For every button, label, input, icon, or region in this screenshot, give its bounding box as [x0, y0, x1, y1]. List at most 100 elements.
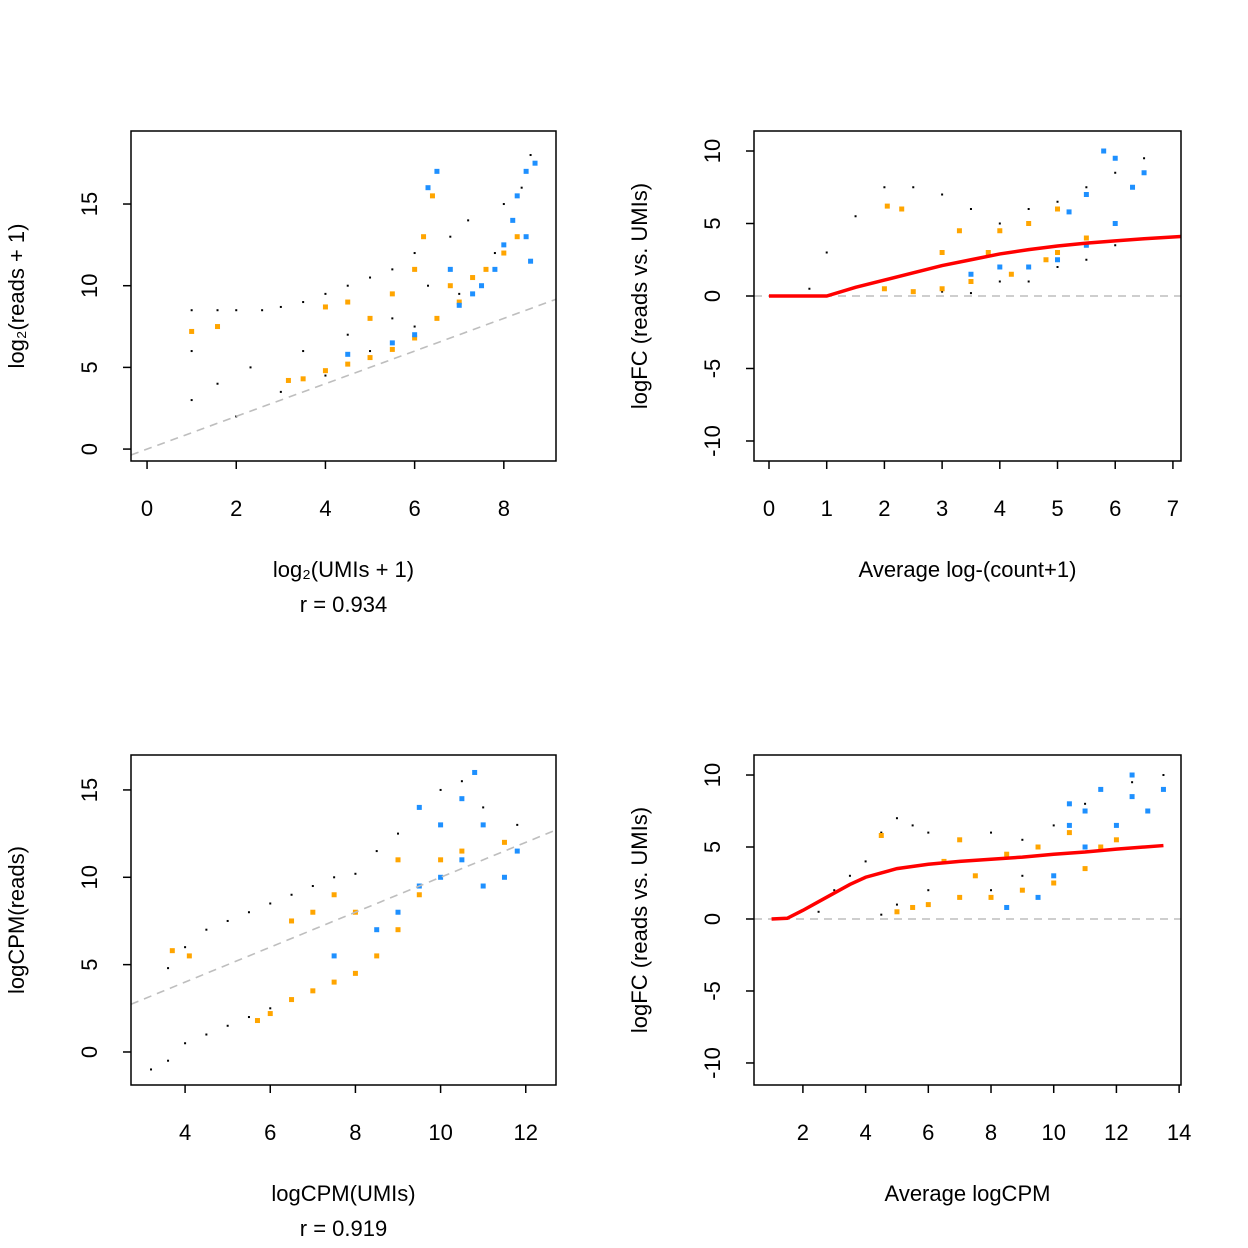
- square-point: [480, 883, 486, 889]
- point: [167, 1059, 170, 1062]
- square-point: [1082, 844, 1088, 850]
- square-point: [1141, 170, 1147, 176]
- square-point: [1101, 148, 1107, 154]
- point: [333, 876, 336, 879]
- square-point: [528, 258, 534, 264]
- point: [529, 154, 532, 157]
- point: [864, 860, 867, 863]
- point: [391, 268, 394, 271]
- y-tick-label: 15: [77, 192, 102, 216]
- square-point: [483, 266, 489, 272]
- y-tick-label: 0: [77, 443, 102, 455]
- y-tick-label: 10: [700, 763, 725, 787]
- point: [397, 832, 400, 835]
- square-point: [1051, 873, 1057, 879]
- square-point: [957, 837, 963, 843]
- square-point: [374, 927, 380, 933]
- square-point: [910, 904, 916, 910]
- x-tick-label: 6: [1109, 496, 1121, 521]
- point: [375, 850, 378, 853]
- square-point: [367, 315, 373, 321]
- point: [235, 309, 238, 312]
- square-point: [345, 351, 351, 357]
- square-point: [352, 970, 358, 976]
- square-point: [186, 953, 192, 959]
- square-point: [1026, 221, 1032, 227]
- y-tick-label: 0: [700, 913, 725, 925]
- square-point: [429, 193, 435, 199]
- y-tick-label: 5: [700, 841, 725, 853]
- point: [895, 903, 898, 906]
- point: [269, 1007, 272, 1010]
- x-tick-label: 6: [409, 496, 421, 521]
- square-point: [1113, 822, 1119, 828]
- correlation-label: r = 0.934: [300, 592, 387, 617]
- point: [369, 350, 372, 353]
- point: [460, 780, 463, 783]
- y-tick-label: -10: [700, 425, 725, 457]
- x-tick-label: 6: [264, 1120, 276, 1145]
- point: [1131, 781, 1134, 784]
- point: [226, 1024, 229, 1027]
- y-axis-label: logCPM(reads): [4, 846, 29, 994]
- x-tick-label: 10: [1041, 1120, 1065, 1145]
- point: [482, 806, 485, 809]
- square-point: [322, 368, 328, 374]
- square-point: [438, 874, 444, 880]
- square-point: [957, 894, 963, 900]
- point: [1114, 244, 1117, 247]
- point: [990, 889, 993, 892]
- square-point: [395, 857, 401, 863]
- x-tick-label: 14: [1167, 1120, 1191, 1145]
- square-point: [1026, 264, 1032, 270]
- square-point: [501, 839, 507, 845]
- x-tick-label: 6: [922, 1120, 934, 1145]
- square-point: [345, 361, 351, 367]
- x-tick-label: 8: [985, 1120, 997, 1145]
- square-point: [968, 271, 974, 277]
- correlation-label: r = 0.919: [300, 1216, 387, 1241]
- x-tick-label: 3: [936, 496, 948, 521]
- y-tick-label: -5: [700, 981, 725, 1001]
- y-tick-label: 5: [77, 959, 102, 971]
- square-point: [514, 193, 520, 199]
- trend-line: [769, 234, 1181, 298]
- point: [825, 251, 828, 254]
- plot-area: [754, 148, 1181, 298]
- point: [249, 366, 252, 369]
- plot-box: [130, 130, 557, 462]
- square-point: [412, 332, 418, 338]
- point: [190, 399, 193, 402]
- square-point: [1019, 887, 1025, 893]
- point: [493, 252, 496, 255]
- point: [1021, 874, 1024, 877]
- point: [247, 911, 250, 914]
- x-tick-label: 12: [1104, 1120, 1128, 1145]
- point: [311, 885, 314, 888]
- square-point: [434, 168, 440, 174]
- square-point: [1043, 257, 1049, 263]
- square-point: [972, 873, 978, 879]
- point: [1021, 838, 1024, 841]
- point: [216, 382, 219, 385]
- y-tick-label: 15: [77, 778, 102, 802]
- point: [467, 219, 470, 222]
- square-point: [997, 264, 1003, 270]
- square-point: [215, 324, 221, 330]
- point: [413, 252, 416, 255]
- point: [324, 292, 327, 295]
- plot-box: [753, 754, 1182, 1086]
- point: [516, 823, 519, 826]
- plot-area: [131, 154, 556, 456]
- point: [261, 309, 264, 312]
- square-point: [1055, 257, 1061, 263]
- square-point: [1083, 192, 1089, 198]
- square-point: [412, 335, 418, 341]
- square-point: [456, 299, 462, 305]
- point: [912, 186, 915, 189]
- point: [324, 374, 327, 377]
- x-tick-label: 0: [763, 496, 775, 521]
- x-tick-label: 2: [797, 1120, 809, 1145]
- y-tick-label: 5: [77, 361, 102, 373]
- square-point: [1160, 786, 1166, 792]
